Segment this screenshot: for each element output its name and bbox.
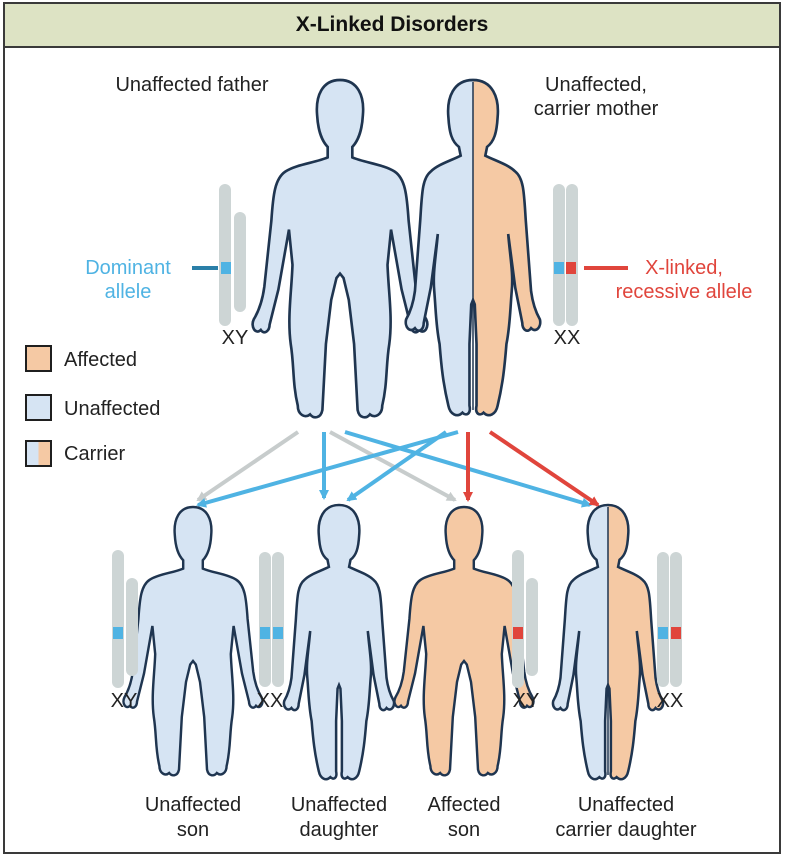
child3-chrom-label: XY [513,690,540,712]
father-figure [251,78,429,419]
child-unaffected-daughter [282,503,396,781]
child2-chromosomes [259,552,284,687]
child2-label-line2: daughter [300,819,379,841]
diagram-frame [3,2,781,854]
child-unaffected-son [122,505,264,777]
dominant-allele-label-line1: Dominant [85,257,171,279]
child3-label-line1: Affected [427,794,500,816]
mother-chromosomes [553,184,628,326]
child1-chromosomes [112,550,138,688]
mother-chrom-label: XX [554,327,581,349]
legend-affected-swatch [25,345,52,372]
child1-chrom-label: XY [111,690,138,712]
child4-label-line2: carrier daughter [555,819,697,841]
mother-recessive-allele [566,262,576,274]
father-label: Unaffected father [115,74,268,96]
mother-label-line1: Unaffected, [545,74,647,96]
legend-affected-label: Affected [64,349,137,371]
mother-label-line2: carrier mother [534,98,659,120]
recessive-allele-label-line2: recessive allele [616,281,753,303]
mother-carrier-half [473,80,541,416]
legend-carrier-swatch [25,440,52,467]
child2-label-line1: Unaffected [291,794,387,816]
father-chromosomes [192,184,246,326]
father-chrom-label: XY [222,327,249,349]
child2-chrom-label: XX [257,690,284,712]
child3-chromosomes [512,550,538,688]
dominant-allele-label-line2: allele [105,281,152,303]
child1-label-line1: Unaffected [145,794,241,816]
legend-unaffected-label: Unaffected [64,398,160,420]
legend-unaffected-swatch [25,394,52,421]
child4-chrom-label: XX [657,690,684,712]
child3-label-line2: son [448,819,480,841]
child1-label-line2: son [177,819,209,841]
child4-label-line1: Unaffected [578,794,674,816]
child4-chromosomes [657,552,682,687]
legend-carrier-label: Carrier [64,443,125,465]
legend: Affected Unaffected Carrier [25,345,160,467]
recessive-allele-label-line1: X-linked, [645,257,723,279]
diagram-title: X-Linked Disorders [3,2,781,48]
inheritance-arrows [196,430,600,508]
father-dominant-allele [221,262,231,274]
